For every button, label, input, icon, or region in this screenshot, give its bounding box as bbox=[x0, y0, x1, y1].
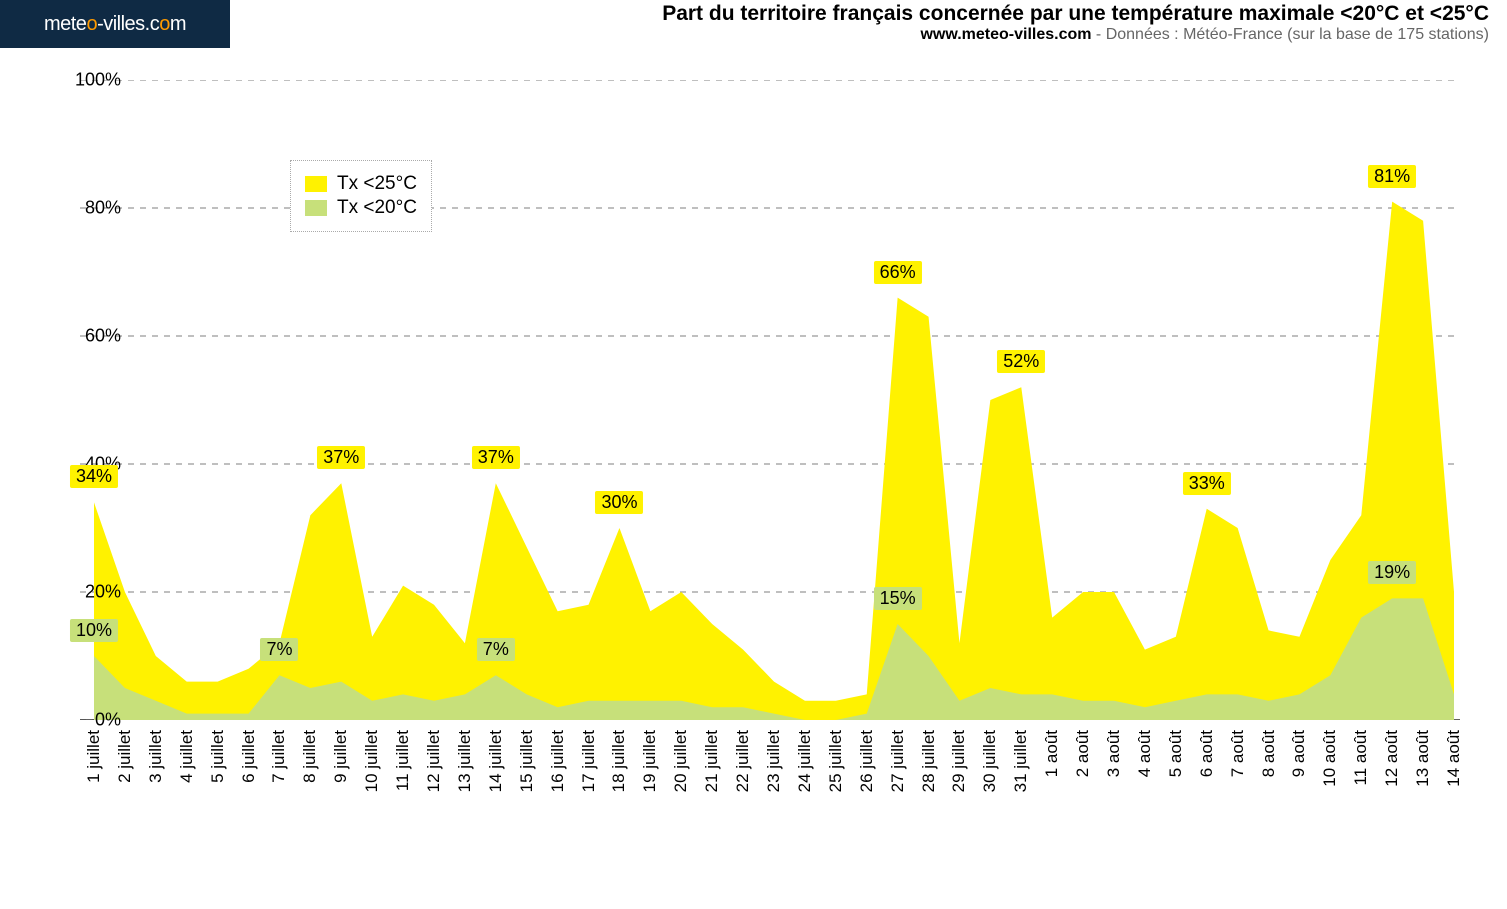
x-axis-tick-label: 8 août bbox=[1259, 730, 1279, 777]
x-axis-tick-label: 16 juillet bbox=[548, 730, 568, 792]
x-axis-tick-label: 17 juillet bbox=[579, 730, 599, 792]
x-axis-tick-label: 13 juillet bbox=[455, 730, 475, 792]
x-axis-tick-label: 3 juillet bbox=[146, 730, 166, 783]
x-axis-tick-label: 19 juillet bbox=[640, 730, 660, 792]
x-axis-tick-label: 20 juillet bbox=[671, 730, 691, 792]
x-axis-tick-label: 6 août bbox=[1197, 730, 1217, 777]
x-axis-tick-label: 2 août bbox=[1073, 730, 1093, 777]
x-axis-tick-label: 6 juillet bbox=[239, 730, 259, 783]
x-axis-tick-label: 21 juillet bbox=[702, 730, 722, 792]
x-axis-tick-label: 10 juillet bbox=[362, 730, 382, 792]
x-axis-tick-label: 12 août bbox=[1382, 730, 1402, 787]
data-label: 66% bbox=[874, 261, 922, 284]
x-axis-tick-label: 4 juillet bbox=[177, 730, 197, 783]
chart-svg bbox=[80, 80, 1460, 720]
x-axis-tick-label: 28 juillet bbox=[919, 730, 939, 792]
data-label: 37% bbox=[472, 446, 520, 469]
x-axis-tick-label: 5 août bbox=[1166, 730, 1186, 777]
x-axis-tick-label: 30 juillet bbox=[980, 730, 1000, 792]
data-label: 34% bbox=[70, 465, 118, 488]
x-axis-tick-label: 2 juillet bbox=[115, 730, 135, 783]
data-label: 7% bbox=[260, 638, 298, 661]
x-axis-tick-label: 22 juillet bbox=[733, 730, 753, 792]
x-axis-tick-label: 18 juillet bbox=[609, 730, 629, 792]
chart-title: Part du territoire français concernée pa… bbox=[662, 2, 1489, 26]
y-axis-tick-label: 20% bbox=[85, 582, 121, 603]
x-axis-tick-label: 29 juillet bbox=[949, 730, 969, 792]
data-label: 7% bbox=[477, 638, 515, 661]
site-logo: meteo-villes.com bbox=[0, 0, 230, 48]
x-axis-tick-label: 24 juillet bbox=[795, 730, 815, 792]
x-axis-tick-label: 12 juillet bbox=[424, 730, 444, 792]
y-axis-tick-label: 100% bbox=[75, 70, 121, 91]
data-label: 15% bbox=[874, 587, 922, 610]
x-axis-tick-label: 3 août bbox=[1104, 730, 1124, 777]
y-axis-tick-label: 80% bbox=[85, 198, 121, 219]
y-axis-tick-label: 0% bbox=[95, 710, 121, 731]
data-label: 10% bbox=[70, 619, 118, 642]
x-axis-tick-label: 31 juillet bbox=[1011, 730, 1031, 792]
x-axis-tick-label: 10 août bbox=[1320, 730, 1340, 787]
y-axis-tick-label: 60% bbox=[85, 326, 121, 347]
x-axis-tick-label: 4 août bbox=[1135, 730, 1155, 777]
x-axis-tick-label: 8 juillet bbox=[300, 730, 320, 783]
x-axis-tick-label: 13 août bbox=[1413, 730, 1433, 787]
legend-swatch-green bbox=[305, 200, 327, 216]
x-axis-tick-label: 26 juillet bbox=[857, 730, 877, 792]
data-label: 19% bbox=[1368, 561, 1416, 584]
x-axis-tick-label: 1 août bbox=[1042, 730, 1062, 777]
legend-item-tx25: Tx <25°C bbox=[305, 173, 417, 195]
x-axis-tick-label: 27 juillet bbox=[888, 730, 908, 792]
legend-label: Tx <20°C bbox=[337, 197, 417, 219]
data-label: 81% bbox=[1368, 165, 1416, 188]
x-axis-tick-label: 9 août bbox=[1289, 730, 1309, 777]
x-axis-tick-label: 25 juillet bbox=[826, 730, 846, 792]
x-axis-tick-label: 5 juillet bbox=[208, 730, 228, 783]
x-axis-tick-label: 11 août bbox=[1351, 730, 1371, 785]
legend-swatch-yellow bbox=[305, 176, 327, 192]
data-label: 30% bbox=[595, 491, 643, 514]
legend-item-tx20: Tx <20°C bbox=[305, 197, 417, 219]
data-label: 37% bbox=[317, 446, 365, 469]
x-axis-tick-label: 14 juillet bbox=[486, 730, 506, 792]
data-label: 33% bbox=[1183, 472, 1231, 495]
x-axis-tick-label: 14 août bbox=[1444, 730, 1464, 787]
x-axis-tick-label: 23 juillet bbox=[764, 730, 784, 792]
chart-legend: Tx <25°C Tx <20°C bbox=[290, 160, 432, 232]
x-axis-tick-label: 1 juillet bbox=[84, 730, 104, 783]
chart-header: Part du territoire français concernée pa… bbox=[662, 2, 1489, 44]
x-axis-tick-label: 15 juillet bbox=[517, 730, 537, 792]
x-axis-tick-label: 7 juillet bbox=[269, 730, 289, 783]
chart-plot-area bbox=[80, 80, 1460, 720]
x-axis-tick-label: 7 août bbox=[1228, 730, 1248, 777]
legend-label: Tx <25°C bbox=[337, 173, 417, 195]
x-axis-tick-label: 11 juillet bbox=[393, 730, 413, 791]
logo-text: meteo-villes.com bbox=[44, 13, 186, 36]
chart-subtitle: www.meteo-villes.com - Données : Météo-F… bbox=[662, 26, 1489, 44]
data-label: 52% bbox=[997, 350, 1045, 373]
x-axis-tick-label: 9 juillet bbox=[331, 730, 351, 783]
